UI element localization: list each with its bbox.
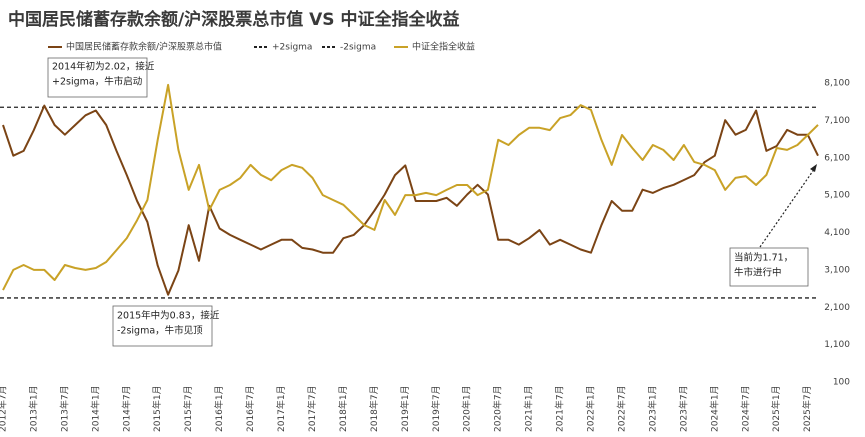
x-tick-label: 2012年7月	[0, 385, 9, 432]
legend-label: -2sigma	[340, 43, 376, 53]
x-tick-label: 2022年1月	[585, 385, 597, 432]
x-tick-label: 2024年1月	[708, 385, 720, 432]
annotation-box	[729, 247, 809, 287]
chart-title: 中国居民储蓄存款余额/沪深股票总市值 VS 中证全指全收益	[8, 9, 459, 30]
x-tick-label: 2024年7月	[739, 385, 751, 432]
annotation-text: 2014年初为2.02，接近	[52, 61, 155, 73]
legend-label: +2sigma	[272, 43, 312, 53]
y2-tick-label: 5,100	[824, 191, 850, 201]
legend-label: 中证全指全收益	[412, 41, 475, 53]
x-tick-label: 2022年7月	[615, 385, 627, 432]
y2-tick-label: 100	[833, 378, 850, 388]
x-tick-label: 2020年1月	[461, 385, 473, 432]
x-tick-label: 2019年1月	[399, 385, 411, 432]
y2-tick-label: 8,100	[824, 79, 850, 89]
x-tick-label: 2018年7月	[368, 385, 380, 432]
x-tick-label: 2025年7月	[801, 385, 813, 432]
x-tick-label: 2018年1月	[337, 385, 349, 432]
annotation-box	[47, 57, 148, 98]
annotation-text: 牛市进行中	[734, 267, 782, 279]
annotation-text: -2sigma，牛市见顶	[117, 325, 203, 337]
x-tick-label: 2025年1月	[770, 385, 782, 432]
x-tick-label: 2015年1月	[151, 385, 163, 432]
x-tick-label: 2014年7月	[120, 385, 132, 432]
annotation-text: +2sigma，牛市启动	[52, 76, 142, 88]
arrow-head	[810, 164, 817, 172]
y2-tick-label: 2,100	[824, 303, 850, 313]
series-line	[2, 83, 819, 291]
x-tick-label: 2023年7月	[677, 385, 689, 432]
x-tick-label: 2015年7月	[182, 385, 194, 432]
y2-tick-label: 4,100	[824, 228, 850, 238]
x-tick-label: 2017年1月	[275, 385, 287, 432]
y2-tick-label: 1,100	[824, 340, 850, 350]
x-tick-label: 2019年7月	[430, 385, 442, 432]
x-tick-label: 2013年1月	[27, 385, 39, 432]
x-tick-label: 2021年7月	[554, 385, 566, 432]
x-tick-label: 2016年1月	[213, 385, 225, 432]
y2-tick-label: 6,100	[824, 153, 850, 163]
annotation-box	[112, 305, 213, 347]
annotation-arrow	[759, 167, 816, 248]
annotation-text: 2015年中为0.83，接近	[117, 310, 220, 322]
x-tick-label: 2023年1月	[646, 385, 658, 432]
series-line	[2, 104, 819, 296]
x-tick-label: 2017年7月	[306, 385, 318, 432]
x-tick-label: 2013年7月	[58, 385, 70, 432]
y2-tick-label: 3,100	[824, 265, 850, 275]
x-tick-label: 2020年7月	[492, 385, 504, 432]
x-tick-label: 2021年1月	[523, 385, 535, 432]
annotation-text: 当前为1.71，	[734, 252, 793, 264]
legend-label: 中国居民储蓄存款余额/沪深股票总市值	[66, 41, 222, 53]
x-tick-label: 2014年1月	[89, 385, 101, 432]
y2-tick-label: 7,100	[824, 116, 850, 126]
x-tick-label: 2016年7月	[244, 385, 256, 432]
